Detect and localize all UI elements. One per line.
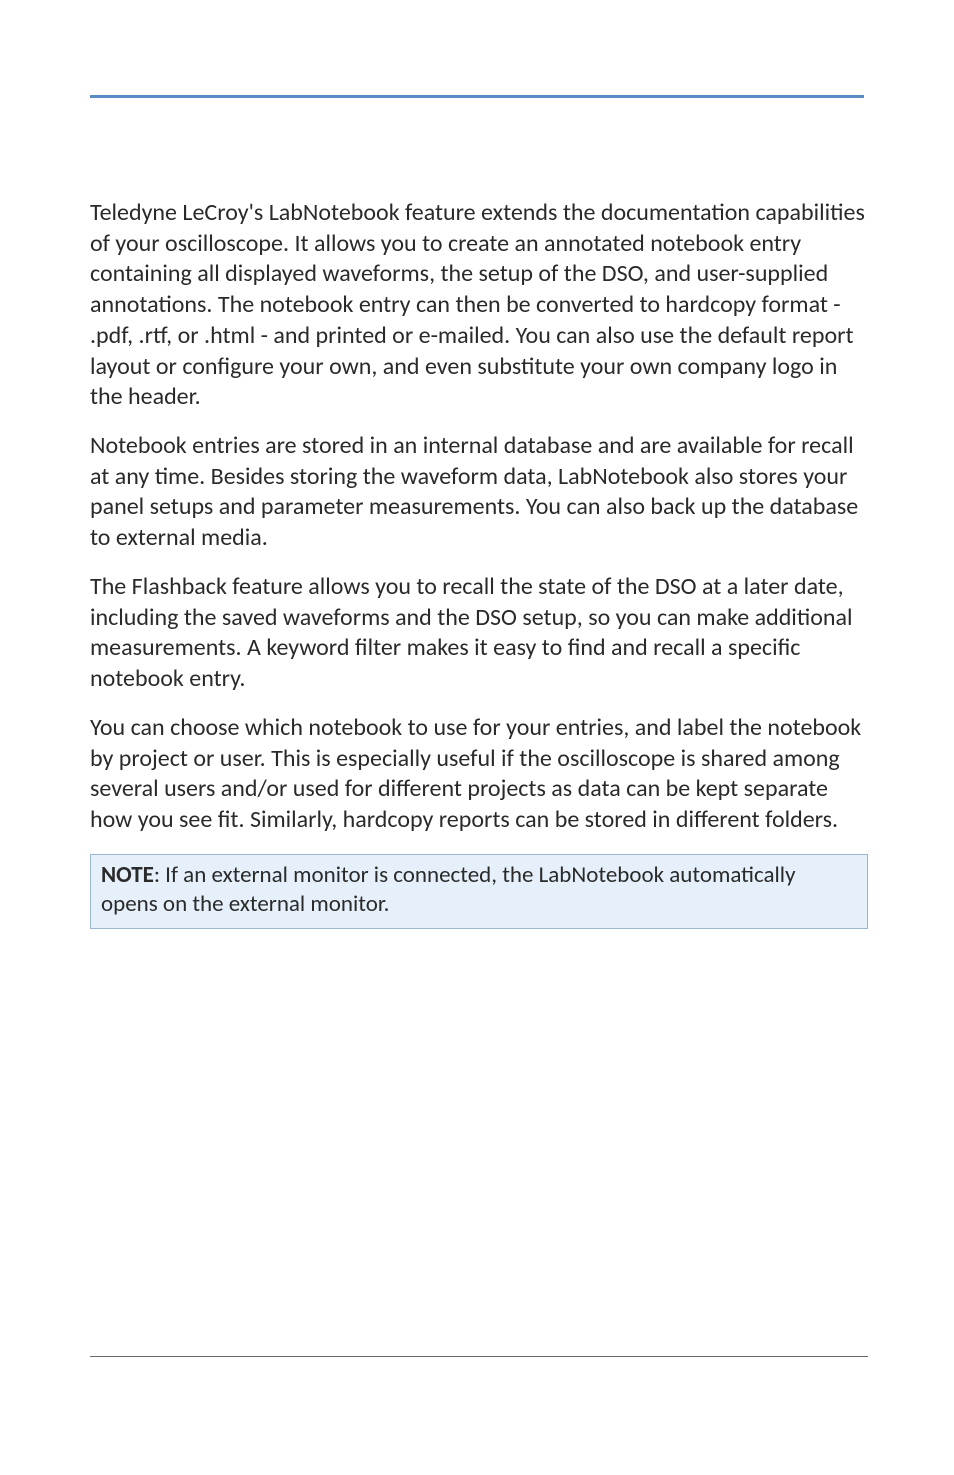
header-divider: [90, 95, 864, 98]
paragraph-3: The Flashback feature allows you to reca…: [90, 572, 868, 695]
document-body: Teledyne LeCroy's LabNotebook feature ex…: [90, 198, 868, 929]
paragraph-2: Notebook entries are stored in an intern…: [90, 431, 868, 554]
note-label: NOTE: [101, 861, 154, 889]
note-text: : If an external monitor is connected, t…: [101, 861, 796, 918]
paragraph-4: You can choose which notebook to use for…: [90, 713, 868, 836]
paragraph-1: Teledyne LeCroy's LabNotebook feature ex…: [90, 198, 868, 413]
footer-divider: [90, 1356, 868, 1357]
note-callout: NOTE: If an external monitor is connecte…: [90, 854, 868, 929]
